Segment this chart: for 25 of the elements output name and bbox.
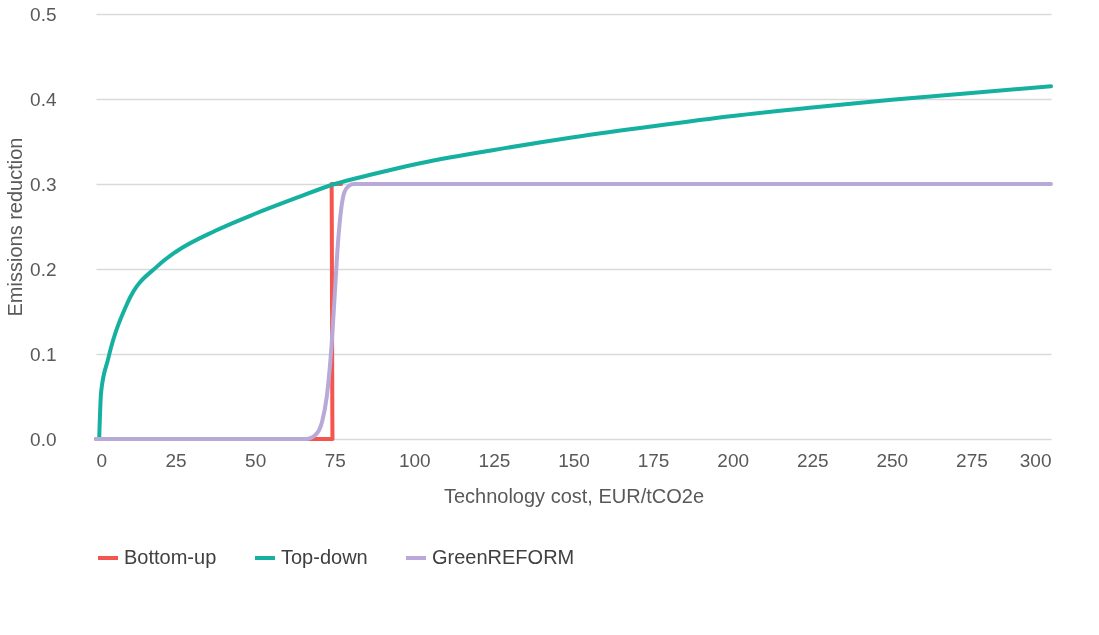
x-tick-label: 0 bbox=[96, 449, 108, 471]
x-tick-label: 75 bbox=[324, 449, 346, 471]
x-tick-label: 150 bbox=[558, 449, 590, 471]
line-series bbox=[94, 182, 1053, 441]
x-axis-title: Technology cost, EUR/tCO2e bbox=[443, 484, 705, 507]
y-tick-label: 0.1 bbox=[30, 343, 57, 365]
x-tick-label: 225 bbox=[796, 449, 829, 471]
x-tick-label: 175 bbox=[637, 449, 670, 471]
y-tick-label: 0.2 bbox=[30, 258, 57, 280]
x-tick-label: 100 bbox=[398, 449, 431, 471]
legend-label: GreenREFORM bbox=[432, 546, 575, 568]
legend-label: Top-down bbox=[281, 546, 368, 568]
y-tick-label: 0.5 bbox=[30, 3, 57, 25]
x-tick-label: 200 bbox=[717, 449, 750, 471]
x-tick-label: 25 bbox=[165, 449, 187, 471]
x-tick-label: 300 bbox=[1019, 449, 1052, 471]
y-tick-label: 0.4 bbox=[30, 88, 57, 110]
y-axis-title: Emissions reduction bbox=[4, 137, 27, 317]
x-tick-label: 250 bbox=[876, 449, 909, 471]
x-tick-label: 125 bbox=[478, 449, 511, 471]
x-tick-label: 275 bbox=[956, 449, 988, 471]
y-tick-label: 0.0 bbox=[30, 428, 57, 450]
x-tick-label: 50 bbox=[245, 449, 267, 471]
legend-label: Bottom-up bbox=[124, 546, 217, 568]
y-tick-label: 0.3 bbox=[30, 173, 57, 195]
